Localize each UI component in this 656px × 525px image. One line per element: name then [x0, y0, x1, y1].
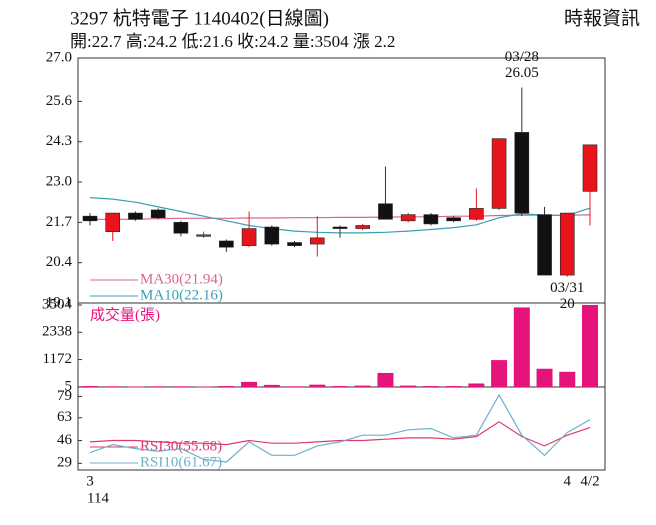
candle-body: [400, 214, 416, 222]
x-sub-label: 114: [87, 490, 109, 506]
annotation: 03/28: [505, 49, 539, 65]
y-tick-label: 63: [57, 409, 72, 425]
legend-label: MA30(21.94): [140, 271, 223, 287]
candle-body: [309, 237, 325, 245]
source: 時報資訊: [564, 7, 640, 29]
candle-body: [128, 212, 143, 220]
bar: [468, 383, 485, 387]
line: [89, 393, 591, 463]
candle-body: [469, 208, 484, 220]
x-tick-label: 4/2: [580, 473, 599, 489]
candle-body: [105, 212, 121, 232]
bar: [127, 386, 144, 388]
legend-label: MA10(22.16): [140, 287, 223, 303]
title: 3297 杭特電子 1140402(日線圖): [70, 7, 329, 29]
y-tick-label: 24.3: [46, 133, 72, 149]
legend-label: RSI30(55.68): [140, 438, 222, 454]
candle-body: [537, 214, 552, 276]
bar: [263, 384, 280, 387]
line: [90, 214, 591, 220]
legend-label: 成交量(張): [90, 305, 160, 323]
candle-body: [378, 203, 393, 220]
annotation: 03/31: [550, 280, 584, 296]
candle-body: [264, 226, 280, 245]
bar: [104, 386, 121, 388]
annotation: 26.05: [505, 65, 539, 81]
line: [89, 421, 591, 447]
y-tick-label: 25.6: [46, 93, 73, 109]
candle-body: [173, 222, 189, 234]
candle-body: [82, 215, 98, 222]
y-tick-label: 2338: [42, 324, 72, 340]
bar: [354, 385, 371, 387]
candle-body: [582, 144, 598, 192]
y-tick-label: 5: [65, 378, 73, 394]
candle-body: [423, 214, 439, 225]
bar: [445, 386, 462, 388]
y-tick-label: 23.0: [46, 173, 72, 189]
candle-body: [150, 209, 166, 219]
bar: [241, 381, 258, 387]
bar: [513, 307, 530, 387]
bar: [536, 368, 553, 387]
bar: [582, 305, 598, 387]
y-tick-label: 3504: [42, 296, 73, 312]
candle-body: [196, 234, 211, 237]
x-tick-label: 3: [86, 473, 94, 489]
summary: 開:22.7 高:24.2 低:21.6 收:24.2 量:3504 漲 2.2: [70, 32, 395, 51]
bar: [195, 386, 212, 388]
bar: [218, 386, 235, 388]
bar: [400, 385, 417, 387]
bar: [82, 386, 98, 388]
y-tick-label: 19.1: [46, 294, 72, 310]
y-tick-label: 21.7: [46, 214, 73, 230]
candle-body: [559, 212, 575, 276]
bar: [286, 386, 303, 388]
annotation: 20: [560, 296, 575, 312]
y-tick-label: 27.0: [46, 49, 72, 65]
y-tick-label: 20.4: [46, 254, 73, 270]
y-tick-label: 29: [57, 455, 72, 471]
bar: [150, 386, 167, 388]
y-tick-label: 79: [57, 388, 72, 404]
candle-body: [491, 138, 507, 209]
candle-body: [332, 226, 348, 229]
candle-body: [219, 240, 234, 248]
bar: [309, 384, 326, 387]
bar: [377, 372, 394, 387]
bar: [491, 360, 508, 387]
candle-body: [287, 242, 302, 246]
bar: [422, 386, 439, 388]
bar: [559, 371, 576, 387]
legend-label: RSI10(61.67): [140, 454, 222, 470]
y-tick-label: 46: [57, 432, 73, 448]
x-tick-label: 4: [564, 473, 572, 489]
candle-body: [355, 225, 371, 229]
y-tick-label: 1172: [43, 351, 72, 367]
candle-body: [514, 132, 530, 214]
candle-body: [446, 217, 461, 222]
bar: [172, 386, 189, 388]
candle-body: [241, 228, 257, 246]
bar: [332, 386, 348, 388]
